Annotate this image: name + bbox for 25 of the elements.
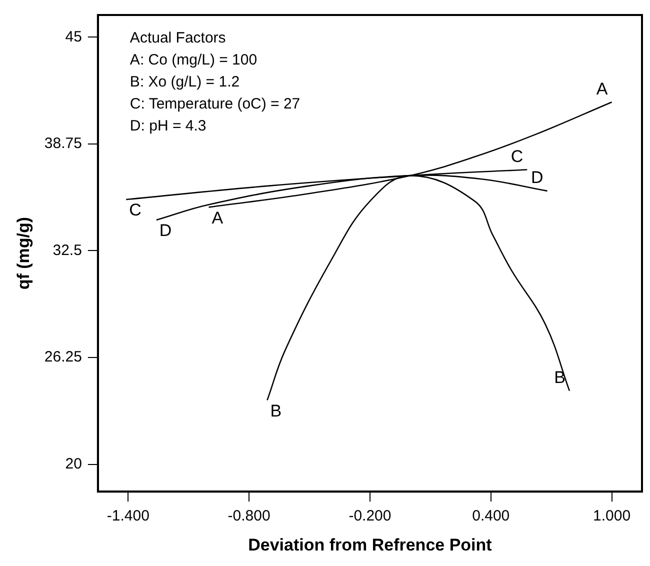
series-label: C bbox=[129, 200, 142, 220]
series-label: B bbox=[554, 368, 566, 387]
y-axis-title: qf (mg/g) bbox=[14, 216, 33, 290]
y-tick-label: 38.75 bbox=[44, 135, 82, 152]
y-tick-label: 45 bbox=[65, 28, 82, 46]
text: C bbox=[510, 146, 524, 166]
x-tick-label: 0.400 bbox=[472, 508, 510, 525]
annotation: Actual Factors bbox=[130, 30, 226, 47]
y-tick-label: 32.5 bbox=[52, 242, 82, 259]
x-tick-label: -1.400 bbox=[106, 508, 150, 525]
series-label: A bbox=[212, 208, 224, 228]
y-tick-label: 20 bbox=[65, 455, 82, 472]
text: B bbox=[270, 401, 282, 420]
annotation: B: Xo (g/L) = 1.2 bbox=[130, 74, 240, 91]
x-tick-label: 1.000 bbox=[593, 508, 631, 525]
x-axis-title: Deviation from Refrence Point bbox=[248, 535, 492, 554]
text: A bbox=[596, 79, 608, 98]
annotation: C: Temperature (oC) = 27 bbox=[130, 96, 300, 113]
annotation: D: pH = 4.3 bbox=[130, 118, 206, 135]
series-label: D bbox=[531, 168, 544, 188]
x-tick-label: -0.800 bbox=[228, 508, 270, 525]
text: D bbox=[159, 221, 172, 240]
annotation: A: Co (mg/L) = 100 bbox=[130, 52, 258, 69]
x-tick-label: -0.200 bbox=[348, 508, 392, 525]
y-tick-label: 26.25 bbox=[44, 348, 82, 366]
